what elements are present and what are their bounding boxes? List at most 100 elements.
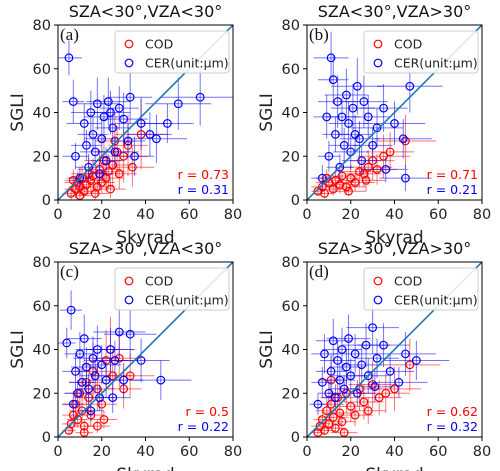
y-axis-label: SGLI — [8, 93, 28, 131]
x-tick-label: 0 — [53, 444, 62, 460]
data-point — [114, 103, 124, 113]
data-point — [326, 366, 336, 376]
data-point — [350, 410, 360, 420]
data-point — [97, 178, 107, 187]
x-axis-label: Skyrad — [365, 228, 423, 248]
legend-box — [114, 30, 230, 74]
panel-title: SZA<30°,VZA<30° — [69, 2, 223, 21]
legend-label: COD — [145, 274, 173, 289]
data-point — [119, 375, 129, 385]
x-tick-label: 40 — [136, 207, 154, 223]
data-point — [346, 401, 356, 411]
y-tick-label: 20 — [282, 149, 300, 165]
panel-letter: (a) — [60, 25, 79, 44]
data-point — [401, 173, 410, 183]
data-point — [390, 384, 399, 394]
data-point — [411, 356, 421, 365]
y-tick-label: 60 — [282, 62, 300, 78]
data-point — [401, 349, 410, 359]
data-point — [106, 184, 115, 194]
y-tick-label: 0 — [291, 430, 300, 446]
data-point — [335, 162, 345, 172]
y-tick-label: 40 — [282, 343, 300, 359]
data-point — [123, 136, 133, 146]
data-point — [344, 334, 353, 343]
x-tick-label: 60 — [429, 207, 447, 223]
y-tick-label: 20 — [33, 386, 51, 402]
legend-label: CER(unit:μm) — [145, 56, 229, 71]
correlation-label: r = 0.5 — [186, 404, 229, 419]
data-point — [339, 384, 349, 394]
data-point — [331, 175, 340, 185]
data-point — [381, 388, 391, 398]
data-point — [68, 399, 78, 409]
data-point — [97, 134, 107, 144]
data-point — [359, 97, 369, 106]
data-point — [379, 103, 388, 113]
legend-box — [114, 267, 230, 311]
data-point — [108, 160, 118, 170]
data-point — [88, 129, 98, 139]
data-point — [355, 134, 364, 144]
data-point — [86, 406, 96, 416]
data-point — [84, 162, 94, 172]
data-point — [66, 419, 76, 429]
legend-marker — [124, 276, 134, 286]
data-point — [352, 81, 362, 91]
data-point — [73, 415, 83, 424]
y-axis-label: SGLI — [8, 330, 28, 368]
panel-letter: (d) — [309, 262, 329, 281]
data-point — [145, 129, 155, 139]
data-point — [363, 112, 373, 122]
data-point — [317, 415, 327, 424]
data-point — [71, 151, 80, 161]
legend-label: COD — [394, 274, 422, 289]
y-axis-label: SGLI — [257, 93, 277, 131]
data-point — [324, 388, 334, 398]
data-point — [341, 90, 351, 100]
x-tick-label: 0 — [53, 207, 62, 223]
data-point — [320, 349, 329, 359]
plot-content — [58, 262, 233, 437]
legend-label: CER(unit:μm) — [394, 293, 478, 308]
data-point — [339, 428, 349, 437]
legend-marker — [373, 276, 383, 286]
data-point — [99, 415, 109, 424]
panel-b: 0 20 40 60 80 0 20 40 60 80 SZA<30°,VZA>30° Skyrad S… — [257, 2, 491, 248]
data-point — [352, 388, 362, 398]
legend-marker — [373, 58, 383, 68]
correlation-label: r = 0.73 — [178, 167, 229, 182]
legend-marker — [124, 295, 134, 305]
panel-a: 0 20 40 60 80 0 20 40 60 80 SZA<30°,VZA<30° Skyrad S… — [8, 2, 242, 248]
panel-letter: (b) — [309, 25, 329, 44]
data-point — [79, 334, 89, 343]
y-tick-label: 60 — [33, 299, 51, 315]
data-point — [344, 186, 353, 196]
data-point — [103, 167, 113, 176]
data-point — [162, 119, 172, 128]
data-point — [337, 417, 347, 427]
x-tick-label: 20 — [342, 444, 360, 460]
data-point — [71, 366, 80, 376]
correlation-label: r = 0.22 — [178, 419, 229, 434]
y-tick-label: 0 — [42, 430, 51, 446]
data-point — [405, 360, 415, 370]
x-tick-label: 80 — [473, 444, 491, 460]
data-point — [90, 189, 100, 198]
x-tick-label: 40 — [385, 207, 403, 223]
data-point — [108, 123, 118, 133]
legend-box — [363, 30, 479, 74]
x-axis-label: Skyrad — [116, 465, 174, 471]
data-point — [344, 119, 353, 128]
data-point — [125, 329, 135, 339]
panel-d: 0 20 40 60 80 0 20 40 60 80 SZA>30°,VZA>30° Skyrad S… — [257, 239, 491, 471]
data-point — [127, 162, 137, 172]
data-point — [359, 397, 369, 407]
data-point — [341, 362, 351, 372]
data-point — [335, 375, 345, 385]
y-tick-label: 60 — [282, 299, 300, 315]
legend-box — [363, 267, 479, 311]
series-cer — [58, 290, 192, 422]
data-point — [324, 151, 334, 161]
data-point — [106, 108, 115, 117]
